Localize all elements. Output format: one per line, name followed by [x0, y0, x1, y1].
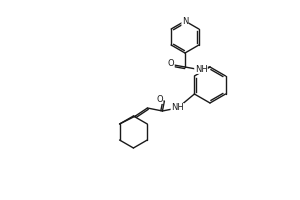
Text: NH: NH [171, 104, 184, 112]
Text: N: N [182, 17, 188, 25]
Text: NH: NH [195, 64, 207, 73]
Text: O: O [156, 95, 163, 104]
Text: O: O [168, 60, 174, 68]
